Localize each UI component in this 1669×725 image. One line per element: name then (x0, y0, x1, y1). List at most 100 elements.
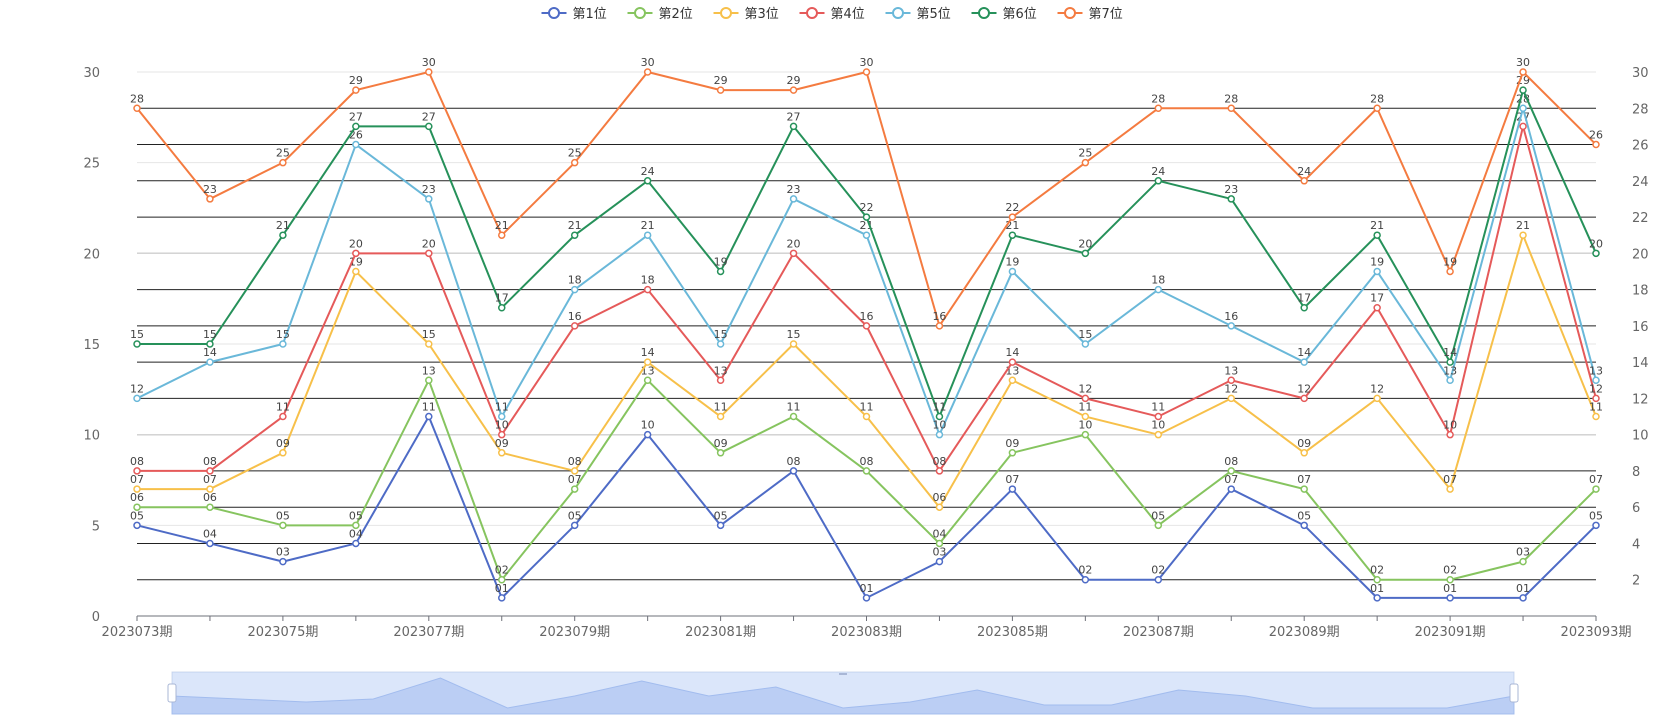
data-point (1373, 104, 1381, 113)
data-label: 09 (276, 437, 290, 450)
data-label: 14 (641, 346, 655, 359)
data-label: 30 (422, 56, 436, 69)
data-label: 30 (641, 56, 655, 69)
data-point (1227, 322, 1235, 330)
data-label: 14 (203, 346, 217, 359)
legend-marker-5[interactable] (892, 7, 904, 19)
data-label: 06 (932, 491, 946, 504)
data-label: 07 (1443, 473, 1457, 486)
data-label: 24 (1297, 165, 1311, 178)
data-label: 13 (422, 364, 436, 377)
data-point (789, 340, 798, 348)
y-left-tick-label: 30 (83, 66, 100, 81)
data-point (1373, 394, 1381, 403)
data-label: 08 (568, 455, 582, 468)
legend-marker-3[interactable] (720, 7, 732, 19)
data-point (1446, 430, 1454, 439)
legend-marker-1[interactable] (548, 7, 560, 19)
data-label: 11 (932, 401, 946, 414)
datazoom-handle-right[interactable] (1509, 683, 1519, 703)
data-point (1300, 177, 1308, 185)
data-label: 30 (1516, 56, 1530, 69)
data-point (1008, 231, 1017, 239)
data-point (862, 231, 871, 239)
legend-label-6[interactable]: 第6位 (1003, 7, 1037, 22)
data-point (1373, 267, 1381, 276)
data-label: 11 (714, 401, 728, 414)
data-label: 01 (1516, 582, 1530, 595)
data-label: 07 (1224, 473, 1238, 486)
data-point (1519, 557, 1527, 566)
y-left-tick-label: 25 (83, 157, 100, 172)
data-label: 21 (276, 219, 290, 232)
legend-label-3[interactable]: 第3位 (745, 7, 779, 22)
y-right-tick-label: 2 (1632, 574, 1640, 589)
data-label: 04 (349, 527, 363, 540)
data-point (425, 376, 433, 385)
y-right-tick-label: 16 (1632, 320, 1649, 335)
datazoom-selection[interactable] (172, 672, 1514, 714)
data-point (498, 594, 506, 602)
y-right-tick-label: 14 (1632, 356, 1649, 371)
legend-label-5[interactable]: 第5位 (917, 7, 951, 22)
data-label: 26 (1589, 129, 1603, 142)
data-label: 05 (130, 509, 144, 522)
data-point (352, 86, 360, 94)
data-point (570, 485, 579, 493)
data-point (1519, 86, 1527, 94)
data-label: 15 (1078, 328, 1092, 341)
data-label: 02 (1443, 564, 1457, 577)
data-point (425, 412, 433, 421)
legend-marker-2[interactable] (634, 7, 646, 19)
data-label: 17 (1370, 292, 1384, 305)
legend-label-4[interactable]: 第4位 (831, 7, 865, 22)
data-label: 19 (714, 255, 728, 268)
data-point (133, 485, 141, 493)
data-label: 28 (1224, 92, 1238, 105)
datazoom-handle-left[interactable] (167, 683, 177, 703)
legend-label-7[interactable]: 第7位 (1089, 7, 1123, 22)
data-point (570, 521, 579, 530)
data-label: 07 (1589, 473, 1603, 486)
legend-marker-7[interactable] (1064, 7, 1076, 19)
data-point (1300, 303, 1308, 312)
data-point (1227, 467, 1235, 475)
data-label: 29 (714, 74, 728, 87)
data-point (1373, 303, 1381, 312)
data-point (206, 485, 214, 493)
data-point (716, 376, 725, 385)
data-label: 08 (860, 455, 874, 468)
legend-marker-4[interactable] (806, 7, 818, 19)
data-point (1592, 521, 1600, 530)
data-point (133, 467, 141, 475)
data-point (789, 195, 798, 203)
y-right-tick-label: 10 (1632, 429, 1649, 444)
data-point (1592, 412, 1600, 421)
y-right-tick-label: 30 (1632, 66, 1649, 81)
y-right-tick-label: 22 (1632, 211, 1649, 226)
legend-label-2[interactable]: 第2位 (659, 7, 693, 22)
data-point (1081, 158, 1090, 167)
data-point (643, 177, 652, 185)
data-label: 17 (1297, 292, 1311, 305)
data-point (935, 503, 944, 511)
data-point (206, 503, 214, 511)
legend-label-1[interactable]: 第1位 (573, 7, 607, 22)
legend-marker-6[interactable] (978, 7, 990, 19)
x-tick-label: 2023091期 (1415, 625, 1486, 640)
data-label: 21 (1370, 219, 1384, 232)
data-point (1446, 267, 1454, 276)
y-left-tick-label: 5 (92, 519, 100, 534)
data-label: 21 (568, 219, 582, 232)
datazoom-move-handle[interactable] (839, 673, 847, 675)
data-label: 10 (641, 419, 655, 432)
data-point (352, 267, 360, 276)
data-label: 02 (1151, 564, 1165, 577)
x-tick-label: 2023087期 (1123, 625, 1194, 640)
data-point (1227, 485, 1235, 493)
data-label: 20 (787, 237, 801, 250)
data-point (133, 104, 141, 113)
data-label: 07 (1297, 473, 1311, 486)
data-label: 24 (641, 165, 655, 178)
